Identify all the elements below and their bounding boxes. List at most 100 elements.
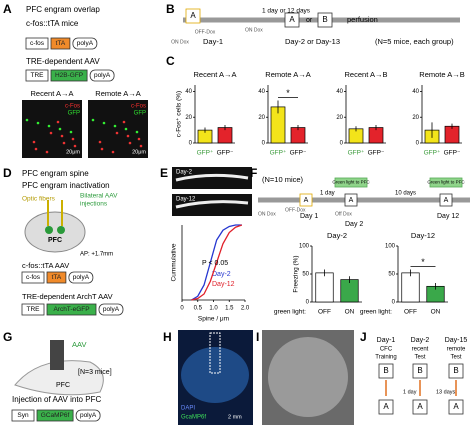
y-tick-label: 40 xyxy=(185,89,192,95)
label: c-fos::tTA mice xyxy=(26,19,79,28)
x-tick-label: 2.0 xyxy=(241,306,250,312)
panel-letter: G xyxy=(3,330,12,344)
x-tick-label: OFF xyxy=(404,309,417,316)
construct-element: TRE xyxy=(31,72,45,79)
label: GcaMP6f xyxy=(181,415,206,421)
label: Day-2 xyxy=(411,337,430,344)
label: Green light to PFC xyxy=(427,180,465,185)
label: Bilateral AAV xyxy=(80,193,118,200)
label: AP: +1.7mm xyxy=(80,252,113,258)
construct-element: H2B-GFP xyxy=(55,72,83,79)
construct-element: tTA xyxy=(52,274,62,281)
label: Optic fibers xyxy=(22,196,56,203)
x-tick-label: GFP⁺ xyxy=(348,150,365,157)
cell xyxy=(32,140,36,144)
box xyxy=(72,37,98,50)
cell xyxy=(62,141,66,145)
label: PFC engram overlap xyxy=(26,5,100,14)
label: A xyxy=(444,197,449,204)
label: A xyxy=(383,402,389,411)
box xyxy=(46,303,97,316)
label: perfusion xyxy=(347,15,378,24)
injection-site xyxy=(45,226,53,234)
box xyxy=(36,409,74,422)
box xyxy=(11,409,35,422)
cell xyxy=(111,150,115,154)
x-tick-label: ON xyxy=(345,309,355,316)
box xyxy=(21,271,45,284)
panel-letter: A xyxy=(3,2,12,16)
box xyxy=(378,399,394,415)
label: ON Dox xyxy=(171,39,189,45)
label: PFC xyxy=(48,237,62,244)
panel-letter: J xyxy=(360,330,367,344)
y-axis-label: c-Fos⁺ cells (%) xyxy=(176,91,183,137)
panel-letter: H xyxy=(163,330,172,344)
x-axis-label: green light: xyxy=(360,309,392,316)
x-tick-label: 1.0 xyxy=(209,306,218,312)
label: recent xyxy=(412,347,429,353)
cdf-line xyxy=(191,224,243,301)
label: A xyxy=(289,15,295,24)
cell xyxy=(56,120,60,124)
label: B xyxy=(417,366,422,375)
y-tick-label: 50 xyxy=(388,272,395,278)
lens-track xyxy=(209,332,221,374)
y-tick-label: 0 xyxy=(306,300,310,306)
construct-element: polyA xyxy=(73,274,90,281)
box xyxy=(89,69,115,82)
cdf-line xyxy=(191,224,242,301)
label: Day-15 xyxy=(445,337,468,344)
y-tick-label: 100 xyxy=(385,244,396,250)
panel-letter: F xyxy=(250,166,257,180)
cell xyxy=(73,144,77,148)
label: Off Dox xyxy=(335,211,352,217)
label: Day-2 or Day-13 xyxy=(285,37,340,46)
box xyxy=(25,37,49,50)
cell xyxy=(139,144,143,148)
x-tick-label: GFP⁻ xyxy=(217,150,234,157)
y-tick-label: 20 xyxy=(185,115,192,121)
chart-title: Day-12 xyxy=(411,231,435,240)
panel-letter: I xyxy=(256,330,259,344)
cell xyxy=(113,124,117,128)
box xyxy=(412,363,428,379)
label: CFC xyxy=(380,347,393,353)
chart-title: Day-2 xyxy=(327,231,347,240)
panel-letter: D xyxy=(3,166,12,180)
box xyxy=(334,177,368,188)
calcium-field xyxy=(268,337,348,417)
micrograph xyxy=(88,100,148,158)
x-tick-label: GFP⁻ xyxy=(290,150,307,157)
box xyxy=(98,303,124,316)
bar xyxy=(315,272,334,303)
box xyxy=(429,177,463,188)
cell xyxy=(115,131,119,135)
label: PFC xyxy=(56,382,70,389)
label: (N=10 mice) xyxy=(262,175,304,184)
label: DAPI xyxy=(181,406,195,412)
label: (N=5 mice, each group) xyxy=(375,37,454,46)
label: A xyxy=(190,11,196,20)
label: A xyxy=(304,197,309,204)
cell xyxy=(69,130,73,134)
panel-letter: B xyxy=(166,2,175,16)
y-axis-label: Freezing (%) xyxy=(293,255,300,292)
y-tick-label: 0 xyxy=(189,141,193,147)
x-tick-label: GFP⁺ xyxy=(424,150,441,157)
construct-element: polyA xyxy=(77,40,94,47)
brain-section xyxy=(24,211,86,253)
chart-title: Remote A→A xyxy=(265,70,310,79)
construct-element: polyA xyxy=(80,412,97,419)
cell xyxy=(34,147,38,151)
label: 10 days xyxy=(395,191,416,197)
label: A xyxy=(349,197,354,204)
construct-element: polyA xyxy=(103,306,120,313)
x-tick-label: GFP⁺ xyxy=(197,150,214,157)
label: Day-1 xyxy=(203,37,223,46)
cell xyxy=(137,137,141,141)
label: 1 day or 12 days xyxy=(262,8,311,15)
brain-slice xyxy=(181,347,249,403)
label: 20μm xyxy=(132,149,146,155)
